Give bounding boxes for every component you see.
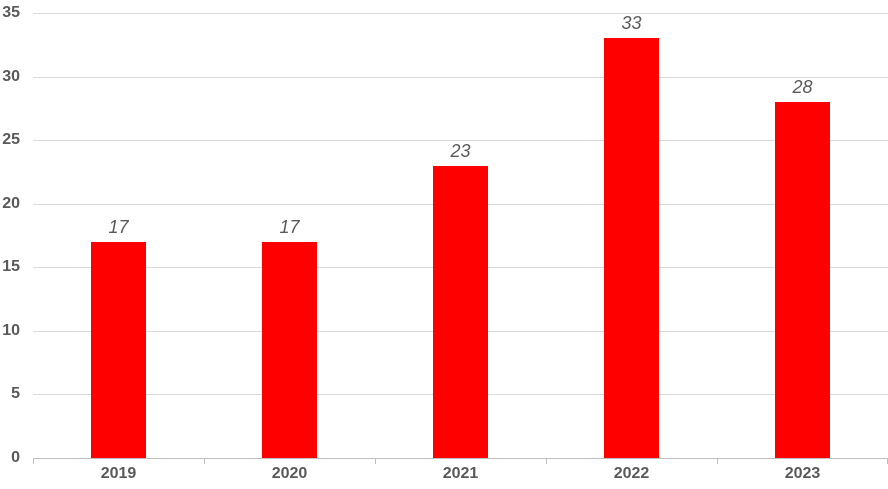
data-label-2023: 28 <box>792 77 813 97</box>
bar-2019 <box>91 241 146 458</box>
x-axis-tick <box>33 458 34 464</box>
x-axis-label-2019: 2019 <box>100 465 137 482</box>
y-axis-tick-label: 5 <box>11 385 20 403</box>
bar-2023 <box>775 102 830 458</box>
gridline <box>33 13 888 14</box>
data-label-2019: 17 <box>108 216 129 237</box>
data-label-2021: 23 <box>450 140 471 161</box>
bar-2020 <box>262 241 317 458</box>
data-label-2020: 17 <box>279 216 300 237</box>
y-axis-tick-label: 15 <box>2 258 20 276</box>
y-axis-tick-label: 20 <box>2 194 20 212</box>
y-axis-tick-label: 0 <box>11 449 20 466</box>
x-axis-line <box>33 458 888 459</box>
x-axis-label-2021: 2021 <box>442 465 479 482</box>
x-axis-tick <box>717 458 718 464</box>
gridline <box>33 140 888 142</box>
bar-2022 <box>604 38 659 458</box>
gridline <box>33 76 888 78</box>
y-axis-tick-label: 35 <box>2 4 20 21</box>
x-axis-tick <box>375 458 376 464</box>
x-axis-label-2023: 2023 <box>784 465 821 482</box>
y-axis-tick-label: 10 <box>2 321 20 339</box>
x-axis-tick <box>204 458 205 464</box>
x-axis-label-2022: 2022 <box>613 465 650 482</box>
x-axis-label-2020: 2020 <box>271 465 308 482</box>
y-axis-tick-label: 25 <box>2 131 20 149</box>
data-label-2022: 33 <box>621 13 642 34</box>
bar-2021 <box>433 165 488 458</box>
y-axis-tick-label: 30 <box>2 67 20 85</box>
x-axis-tick <box>546 458 547 464</box>
